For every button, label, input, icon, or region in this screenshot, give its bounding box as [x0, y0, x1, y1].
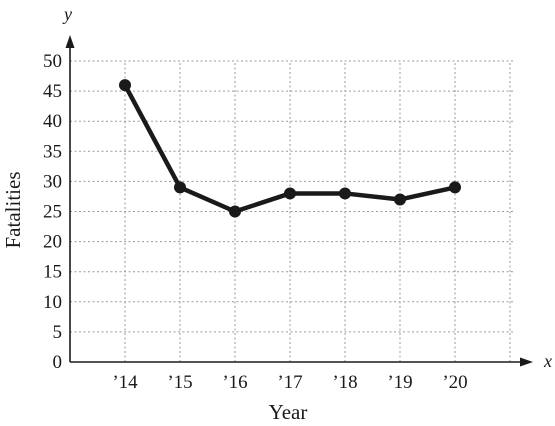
tick-labels: 0 5 10 15 20 25 30 35 40 45 50 ’14 ’15 ’16 ’17 ’18 ’19 ’2…: [43, 51, 468, 393]
y-tick-label: 40: [43, 111, 62, 132]
data-series: [119, 79, 461, 218]
y-tick-label: 25: [43, 202, 62, 223]
x-tick-label: ’16: [222, 372, 247, 393]
x-tick-label: ’20: [442, 372, 467, 393]
data-point: [174, 181, 186, 194]
y-tick-label: 0: [53, 352, 63, 373]
x-tick-label: ’14: [112, 372, 138, 393]
y-tick-label: 45: [43, 81, 62, 102]
x-axis-name: x: [543, 351, 552, 371]
x-tick-label: ’19: [387, 372, 412, 393]
y-axis-arrow: [65, 35, 75, 48]
data-point: [394, 193, 406, 206]
y-axis-name: y: [62, 4, 72, 24]
y-tick-label: 10: [43, 292, 62, 313]
y-axis-title: Fatalities: [1, 172, 25, 249]
y-tick-label: 35: [43, 141, 62, 162]
x-tick-label: ’18: [332, 372, 357, 393]
x-tick-label: ’17: [277, 372, 302, 393]
data-point: [229, 205, 241, 218]
axes: [65, 35, 533, 367]
y-tick-label: 5: [53, 322, 63, 343]
x-tick-label: ’15: [167, 372, 192, 393]
y-tick-label: 30: [43, 171, 62, 192]
data-point: [339, 187, 351, 200]
data-point: [119, 79, 131, 92]
x-axis-arrow: [520, 357, 533, 367]
gridlines: [70, 60, 516, 362]
x-axis-title: Year: [269, 400, 308, 424]
y-tick-label: 15: [43, 262, 62, 283]
y-tick-label: 20: [43, 232, 62, 253]
y-tick-label: 50: [43, 51, 62, 72]
data-point: [284, 187, 296, 200]
data-point: [449, 181, 461, 194]
